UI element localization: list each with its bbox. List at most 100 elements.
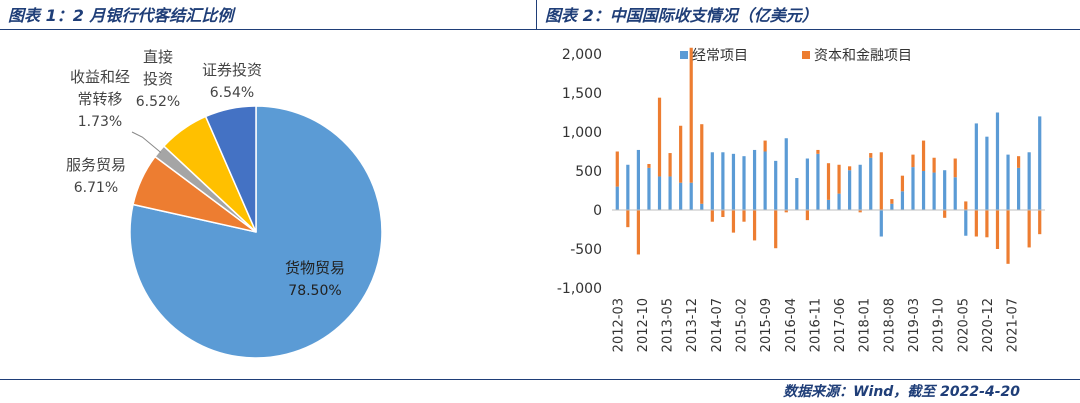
bar-segment	[742, 156, 746, 210]
bar-segment	[668, 153, 672, 177]
bar-segment	[795, 178, 799, 210]
bar-segment	[615, 151, 619, 187]
bar-segment	[689, 47, 693, 183]
bar-segment	[763, 151, 767, 210]
x-tick-label: 2018-01	[858, 298, 873, 352]
pie-label: 货物贸易	[285, 259, 345, 277]
pie-label: 投资	[143, 70, 173, 88]
bar-segment	[879, 152, 883, 210]
bar-segment	[890, 203, 894, 210]
x-tick-label: 2020-05	[956, 298, 971, 352]
x-tick-label: 2019-03	[907, 298, 922, 352]
y-tick-label: -500	[570, 242, 602, 258]
pie-label: 收益和经	[70, 68, 130, 86]
bar-segment	[1017, 156, 1021, 168]
x-tick-label: 2015-02	[735, 298, 750, 352]
bar-segment	[816, 149, 820, 154]
bar-segment	[626, 164, 630, 210]
x-tick-label: 2013-05	[661, 298, 676, 352]
bar-segment	[710, 210, 714, 222]
bar-segment	[721, 210, 725, 218]
bar-segment	[774, 210, 778, 249]
bar-segment	[858, 164, 862, 210]
bar-segment	[731, 153, 736, 210]
pie-leader-line	[131, 131, 162, 153]
x-tick-label: 2012-03	[611, 298, 626, 352]
bar-segment	[742, 210, 746, 222]
pie-label: 常转移	[77, 90, 122, 108]
x-tick-label: 2018-08	[882, 298, 897, 352]
bar-segment	[805, 158, 809, 210]
x-tick-label: 2019-10	[932, 298, 947, 352]
bar-chart-title: 图表 2：中国国际收支情况（亿美元）	[545, 6, 818, 25]
bar-segment	[1017, 167, 1021, 210]
bar-segment	[869, 153, 873, 158]
x-tick-label: 2016-11	[808, 298, 823, 352]
bar-segment	[615, 186, 619, 210]
header-rule	[0, 29, 1080, 30]
bar-segment	[900, 191, 905, 210]
bar-chart: -1,000 -500 0 500 1,000 1,500 2,000 2012-03 2012…	[557, 47, 1045, 352]
bar-segment	[890, 199, 894, 204]
bar-segment	[721, 152, 725, 210]
bar-segment	[953, 158, 957, 178]
bar-segment	[964, 210, 968, 236]
pie-value-label: 6.52%	[136, 94, 180, 110]
bar-segment	[837, 164, 841, 194]
bar-segment	[826, 163, 831, 200]
bar-segment	[774, 160, 778, 210]
bar-segment	[657, 97, 662, 177]
bar-segment	[837, 193, 841, 210]
bar-segment	[700, 203, 704, 210]
bar-segment	[995, 210, 1000, 249]
bar-segment	[752, 149, 757, 210]
pie-value-label: 78.50%	[288, 283, 341, 299]
y-tick-label: -1,000	[557, 281, 602, 297]
bar-segment	[668, 176, 672, 210]
bar-segment	[826, 199, 831, 210]
bar-segment	[848, 166, 852, 171]
pie-chart-title: 图表 1：2 月银行代客结汇比例	[8, 6, 234, 25]
x-tick-label: 2012-10	[636, 298, 651, 352]
y-tick-label: 1,500	[562, 86, 602, 102]
footer-rule	[0, 379, 1080, 380]
pie-slice	[204, 105, 257, 233]
bar-segment	[763, 140, 767, 152]
bar-segment	[985, 210, 989, 238]
bar-segment	[943, 170, 947, 210]
bar-segment	[1027, 152, 1031, 210]
bar-segment	[921, 140, 926, 171]
y-tick-label: 1,000	[562, 125, 602, 141]
x-tick-label: 2021-07	[1006, 298, 1021, 352]
bar-segment	[784, 138, 788, 210]
bar-segment	[647, 167, 651, 210]
pie-value-label: 6.71%	[74, 180, 118, 196]
header-divider	[536, 0, 537, 29]
bar-segment	[679, 182, 683, 210]
bar-segment	[974, 123, 978, 210]
bar-segment	[731, 210, 736, 233]
bar-segment	[636, 149, 640, 210]
bar-segment	[784, 210, 788, 213]
bar-segment	[752, 210, 757, 241]
bar-segment	[964, 201, 968, 210]
x-tick-label: 2013-12	[685, 298, 700, 352]
bar-segment	[1006, 210, 1010, 264]
y-tick-label: 2,000	[562, 47, 602, 63]
bar-segment	[932, 157, 936, 173]
pie-label: 直接	[143, 48, 173, 66]
bar-segment	[858, 210, 862, 213]
x-tick-label: 2016-04	[784, 298, 799, 352]
bar-segment	[921, 171, 926, 210]
bar-segment	[953, 177, 957, 210]
bar-segment	[1027, 210, 1031, 248]
bar-segment	[879, 210, 883, 237]
pie-label: 服务贸易	[66, 156, 126, 174]
bar-segment	[636, 210, 640, 255]
legend-label: 经常项目	[692, 48, 748, 64]
x-tick-label: 2020-12	[981, 298, 996, 352]
bar-segment	[900, 175, 905, 192]
y-tick-label: 0	[593, 203, 602, 219]
pie-value-label: 6.54%	[210, 85, 254, 101]
bar-segment	[679, 125, 683, 183]
